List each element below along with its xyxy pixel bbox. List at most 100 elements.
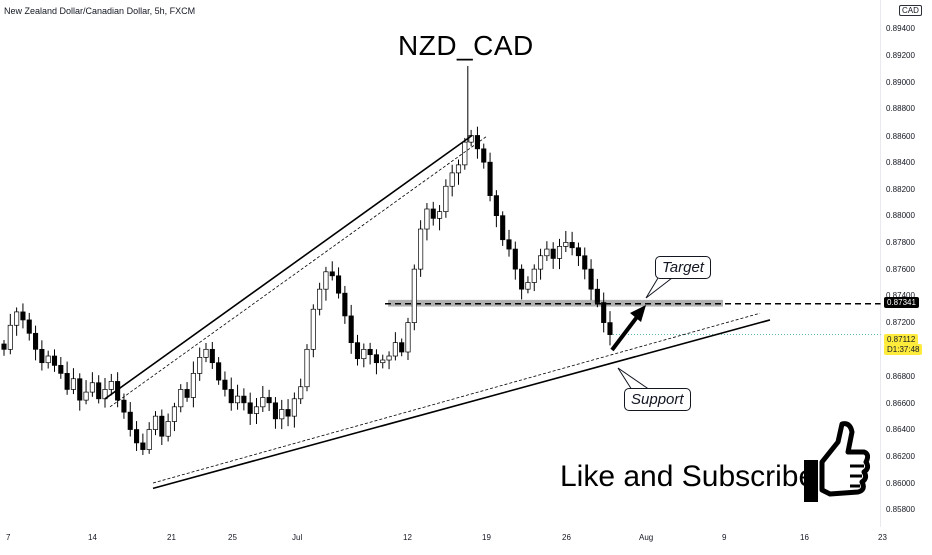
candle: [285, 409, 291, 417]
candle: [594, 288, 600, 303]
candle: [556, 246, 563, 259]
candle: [58, 365, 64, 374]
candle: [380, 359, 386, 364]
candle: [178, 389, 184, 408]
candle: [108, 381, 114, 390]
candle: [367, 348, 373, 356]
candle: [241, 395, 247, 404]
price-tick-label: 0.87400: [886, 291, 915, 300]
candle: [184, 389, 190, 398]
candle: [159, 415, 165, 437]
candle: [83, 391, 89, 401]
candle: [279, 409, 285, 420]
target-callout-tail: [645, 277, 673, 299]
time-tick-label: 26: [562, 533, 571, 542]
candle: [317, 288, 323, 310]
price-tick-label: 0.89000: [886, 78, 915, 87]
symbol-info: New Zealand Dollar/Canadian Dollar, 5h, …: [4, 6, 196, 16]
currency-badge[interactable]: CAD: [899, 5, 922, 16]
candle: [140, 442, 146, 450]
candle: [538, 255, 544, 270]
candle: [348, 315, 354, 343]
candle: [500, 215, 506, 241]
candle: [424, 208, 430, 230]
price-tick-label: 0.88800: [886, 104, 915, 113]
price-tick-label: 0.86800: [886, 372, 915, 381]
candle: [462, 141, 468, 166]
candle: [336, 275, 342, 294]
candle: [7, 324, 13, 350]
target-arrow: [610, 311, 642, 352]
chart-title: NZD_CAD: [398, 30, 534, 61]
target-arrowhead: [630, 305, 646, 322]
candle: [222, 379, 228, 390]
candle: [512, 248, 518, 270]
candle: [544, 248, 550, 257]
time-tick-label: 14: [88, 533, 97, 542]
candle: [437, 211, 443, 219]
candle: [323, 271, 329, 290]
time-tick-label: 16: [800, 533, 809, 542]
time-tick-label: 19: [482, 533, 491, 542]
candle: [272, 402, 278, 420]
price-axis[interactable]: [881, 0, 932, 550]
candle: [329, 271, 335, 277]
candle: [588, 268, 594, 290]
candle: [474, 135, 480, 150]
target-price-tag: 0.87341: [884, 297, 919, 308]
time-tick-label: Aug: [639, 533, 654, 542]
candle: [411, 268, 417, 323]
candle: [89, 382, 95, 393]
candle: [531, 268, 537, 283]
candle: [20, 311, 26, 321]
candle: [569, 242, 575, 249]
candle: [304, 348, 310, 388]
price-tick-label: 0.86600: [886, 399, 915, 408]
candle: [146, 429, 152, 450]
price-tick-label: 0.86200: [886, 452, 915, 461]
candle: [361, 348, 367, 360]
candle: [354, 342, 361, 360]
candle: [291, 398, 297, 417]
support-trendline-dashed: [152, 312, 761, 484]
time-tick-label: 23: [878, 533, 887, 542]
candle: [70, 378, 76, 390]
candle: [45, 355, 51, 364]
candle: [171, 406, 177, 422]
like-subscribe-text: Like and Subscribe: [560, 460, 816, 493]
candle: [39, 348, 45, 364]
candle: [405, 322, 411, 353]
resistance-trendline: [104, 134, 473, 400]
price-tick-label: 0.85800: [886, 505, 915, 514]
thumbs-up-icon: [804, 421, 870, 502]
price-tick-label: 0.88200: [886, 185, 915, 194]
price-tick-label: 0.87800: [886, 238, 915, 247]
candle: [165, 421, 171, 437]
candle: [51, 355, 58, 366]
candle: [399, 342, 405, 353]
countdown-tag: D1:37:48: [884, 344, 923, 355]
candle: [449, 172, 455, 187]
candle: [418, 228, 424, 270]
time-axis[interactable]: [0, 527, 932, 550]
price-tick-label: 0.86000: [886, 479, 915, 488]
candle: [64, 373, 70, 390]
candle: [481, 148, 487, 163]
candle: [563, 242, 569, 247]
candle: [197, 357, 203, 374]
time-tick-label: 9: [722, 533, 727, 542]
candle: [550, 248, 556, 259]
candle: [575, 247, 581, 257]
support-callout: Support: [624, 388, 691, 411]
price-tick-label: 0.88400: [886, 158, 915, 167]
candle: [601, 302, 607, 323]
candle: [203, 348, 209, 358]
time-tick-label: 12: [403, 533, 412, 542]
candle: [519, 268, 525, 290]
price-tick-label: 0.86400: [886, 425, 915, 434]
candle: [487, 161, 493, 196]
candle: [506, 239, 512, 250]
candle: [455, 164, 462, 174]
